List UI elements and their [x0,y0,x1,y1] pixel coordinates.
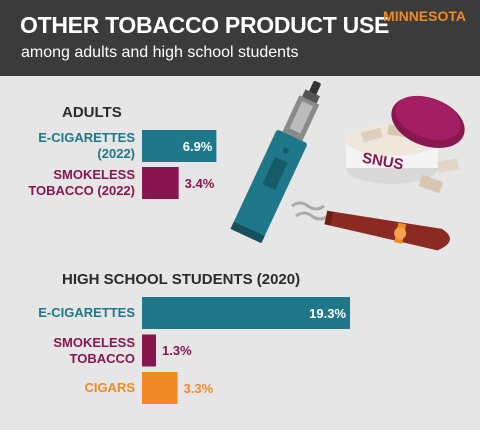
bar [142,372,178,404]
section-title: ADULTS [62,104,122,121]
bar [142,297,351,329]
title: OTHER TOBACCO PRODUCT USE [20,12,390,38]
category-label: CIGARS [84,380,135,395]
category-label: SMOKELESS TOBACCO (2022) [28,167,135,198]
value-label: 1.3% [162,343,192,358]
region: MINNESOTA [383,8,466,24]
section-title: HIGH SCHOOL STUDENTS (2020) [62,271,301,288]
value-label: 6.9% [182,138,213,154]
category-label: E-CIGARETTES [38,305,135,320]
bar [142,334,157,367]
subtitle: among adults and high school students [21,44,299,61]
snus-label: SNUS [361,150,405,174]
category-label: SMOKELESS TOBACCO [53,334,135,366]
illustration: SNUS [230,80,465,251]
value-label: 3.4% [184,175,215,191]
value-label: 19.3% [309,305,347,321]
header: OTHER TOBACCO PRODUCT USE among adults a… [0,0,480,76]
bar [142,130,217,162]
bar [142,167,179,199]
value-label: 3.3% [183,380,214,396]
category-label: E-CIGARETTES (2022) [38,130,135,161]
